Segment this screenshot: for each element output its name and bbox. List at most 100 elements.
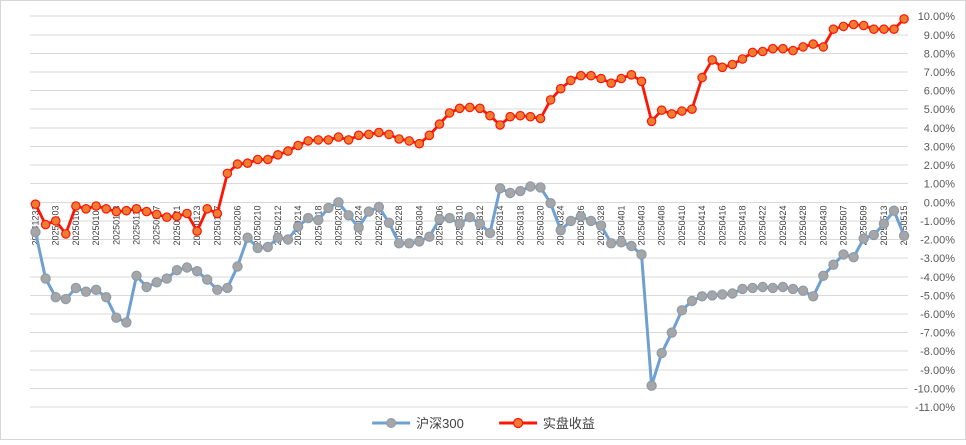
csi300-series-marker — [848, 252, 859, 263]
csi300-series-marker — [383, 217, 395, 228]
x-axis-tick-label: 20250416 — [717, 206, 727, 246]
csi300-series-marker — [272, 232, 284, 243]
returns-series-marker — [858, 20, 869, 31]
returns-series-marker — [576, 70, 586, 81]
returns-series-marker — [242, 158, 253, 168]
x-axis-tick-label: 20250218 — [313, 206, 323, 246]
returns-series-marker — [343, 135, 354, 145]
csi300-series-marker — [464, 211, 475, 223]
x-axis-tick-label: 20250430 — [818, 206, 828, 246]
returns-series-marker — [565, 75, 576, 86]
returns-series-marker — [414, 138, 425, 149]
returns-series-marker — [131, 204, 142, 214]
returns-series-marker — [454, 103, 465, 114]
returns-series-marker — [838, 21, 849, 32]
csi300-series-marker — [111, 312, 122, 323]
returns-series-marker — [636, 76, 647, 87]
x-axis-tick-label: 20250424 — [778, 206, 788, 246]
returns-series-marker — [545, 95, 556, 105]
returns-series-marker — [818, 42, 829, 52]
returns-series-marker — [121, 205, 132, 216]
csi300-series-marker — [171, 265, 183, 276]
returns-series-marker — [889, 24, 899, 34]
y-axis-tick-label: -8.00% — [920, 346, 955, 358]
returns-series-marker — [61, 229, 71, 239]
csi300-series-marker — [707, 290, 718, 301]
x-axis-tick-label: 20250414 — [697, 206, 707, 246]
csi300-series-marker — [353, 222, 364, 233]
csi300-series-marker — [373, 201, 385, 213]
csi300-series-marker — [484, 227, 496, 239]
x-axis-tick-label: 20250304 — [414, 206, 424, 246]
returns-series-marker — [252, 154, 263, 165]
returns-series-marker — [586, 70, 596, 81]
csi300-series-marker — [90, 284, 102, 295]
csi300-series-marker — [201, 274, 213, 285]
y-axis-tick-label: 0.00% — [924, 197, 955, 209]
returns-series-marker — [505, 111, 515, 122]
csi300-series-marker — [888, 205, 900, 216]
returns-series-marker — [151, 209, 162, 220]
x-axis-tick-label: 20250123 — [192, 206, 202, 246]
returns-series-marker — [666, 109, 677, 119]
returns-series-marker — [404, 136, 414, 146]
csi300-series-marker — [292, 221, 304, 232]
returns-series-marker — [81, 204, 91, 214]
csi300-series-marker — [696, 291, 708, 302]
y-axis-tick-label: 2.00% — [924, 160, 955, 172]
csi300-series-marker — [222, 282, 233, 294]
y-axis-tick-label: 1.00% — [924, 179, 955, 191]
csi300-series-marker — [282, 234, 294, 245]
x-axis-tick-label: 20250314 — [495, 205, 505, 245]
returns-series-marker — [778, 43, 788, 54]
csi300-series-marker — [30, 226, 41, 238]
csi300-series-marker — [545, 197, 556, 209]
returns-series-marker — [757, 46, 768, 57]
returns-series-marker — [91, 201, 101, 211]
legend-label-returns: 实盘收益 — [542, 416, 595, 431]
returns-series-marker — [172, 211, 182, 222]
csi300-series-marker — [323, 202, 334, 214]
csi300-series-marker — [797, 285, 809, 296]
y-axis-tick-label: -9.00% — [920, 365, 955, 377]
returns-series-marker — [717, 62, 728, 73]
returns-series-marker — [293, 140, 303, 151]
returns-series-marker — [374, 127, 384, 138]
csi300-series-marker — [363, 206, 374, 217]
x-axis-tick-label: 20250418 — [738, 206, 748, 246]
csi300-series-marker — [444, 212, 455, 224]
x-axis-tick-label: 20250115 — [132, 206, 142, 245]
csi300-series-marker — [898, 230, 910, 241]
y-axis-tick-label: 7.00% — [924, 67, 955, 79]
csi300-series-marker — [313, 214, 324, 226]
returns-series-marker — [303, 136, 313, 146]
csi300-series-marker — [565, 215, 577, 227]
returns-series-marker — [353, 130, 364, 141]
x-axis-tick-label: 20250408 — [657, 206, 667, 246]
returns-series-marker — [141, 206, 152, 217]
returns-series-marker — [283, 146, 293, 156]
returns-series-marker — [222, 168, 233, 179]
returns-series-marker — [384, 129, 394, 140]
csi300-series-marker — [414, 236, 425, 247]
y-axis-tick-label: -1.00% — [920, 216, 955, 228]
csi300-series-marker — [80, 286, 92, 297]
returns-series-marker — [192, 226, 202, 236]
returns-series-marker — [162, 212, 172, 222]
csi300-series-marker — [525, 181, 536, 192]
csi300-series-marker — [343, 210, 354, 221]
returns-series-marker — [848, 19, 859, 30]
x-axis-tick-label: 20250127 — [212, 205, 222, 245]
returns-series-marker — [596, 73, 606, 84]
csi300-series-marker — [777, 281, 789, 293]
csi300-series-marker — [191, 266, 203, 277]
csi300-series-marker — [434, 213, 445, 225]
returns-series-marker — [212, 208, 223, 219]
returns-series-marker — [394, 134, 404, 144]
returns-series-marker — [30, 199, 41, 209]
csi300-series-marker — [181, 262, 193, 273]
csi300-series-marker — [303, 212, 314, 224]
returns-series-marker — [727, 59, 738, 70]
y-axis-tick-label: 10.00% — [918, 11, 956, 23]
